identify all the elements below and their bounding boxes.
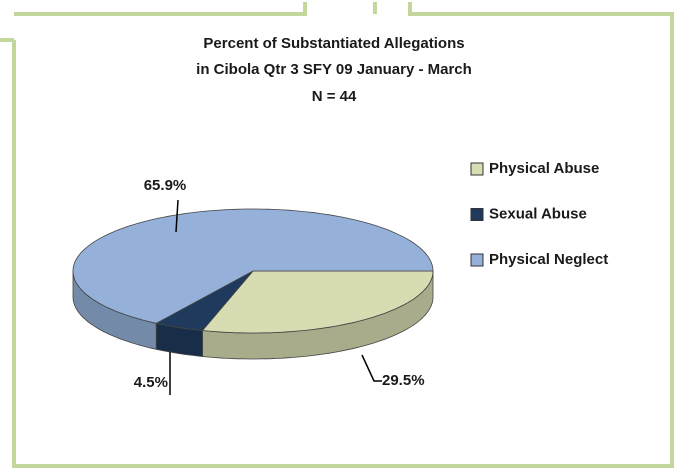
- chart-subtitle: N = 44: [312, 88, 357, 105]
- chart-title: Percent of Substantiated Allegations: [203, 35, 464, 52]
- slice: [72, 208, 434, 324]
- frame: [0, 2, 674, 468]
- legend-swatch: [470, 162, 484, 176]
- frame-border: [14, 2, 307, 16]
- legend-label: Sexual Abuse: [489, 205, 587, 222]
- leader-line: [175, 199, 179, 233]
- data-label: 4.5%: [134, 374, 168, 391]
- data-label: 29.5%: [382, 372, 425, 389]
- legend-label: Physical Neglect: [489, 251, 608, 268]
- legend-swatch: [470, 208, 484, 221]
- frame-border: [12, 2, 674, 468]
- slice: [201, 270, 434, 334]
- legend-label: Physical Abuse: [489, 160, 599, 177]
- leader-line: [361, 354, 382, 382]
- legend-swatch: [470, 253, 484, 267]
- data-label: 65.9%: [144, 177, 187, 194]
- chart-title: in Cibola Qtr 3 SFY 09 January - March: [196, 61, 472, 78]
- slice: [155, 270, 254, 331]
